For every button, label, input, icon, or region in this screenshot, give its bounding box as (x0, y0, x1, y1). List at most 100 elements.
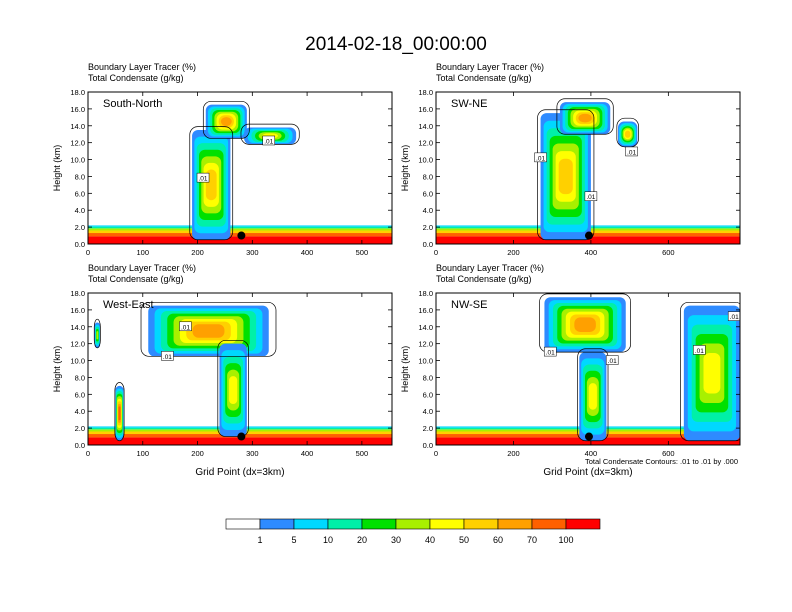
contour-label-box (179, 321, 192, 332)
tracer-region (588, 383, 597, 410)
contour-label: .01 (695, 348, 704, 355)
contour-label: .01 (536, 155, 545, 162)
tracer-region (192, 324, 225, 338)
x-axis-label: Grid Point (dx=3km) (543, 467, 632, 478)
y-tick-label: 12.0 (70, 139, 85, 148)
y-tick-label: 0.0 (75, 240, 85, 249)
panel-label: South-North (103, 98, 162, 110)
contour-label: .01 (627, 149, 636, 156)
tracer-region (703, 352, 721, 394)
y-tick-label: 16.0 (70, 306, 85, 315)
contour-label-box (534, 152, 547, 163)
x-tick-label: 100 (137, 248, 150, 257)
y-tick-label: 2.0 (423, 223, 433, 232)
panel-west-east: Boundary Layer Tracer (%)Total Condensat… (52, 263, 393, 478)
condensate-contour (680, 301, 740, 442)
boundary-layer-band (88, 437, 392, 445)
x-tick-label: 400 (585, 248, 598, 257)
y-tick-label: 4.0 (423, 206, 433, 215)
y-tick-label: 18.0 (70, 289, 85, 298)
tracer-region (220, 117, 232, 127)
x-tick-label: 0 (86, 248, 90, 257)
tracer-region (558, 158, 573, 195)
panel-label: SW-NE (451, 98, 487, 110)
y-tick-label: 2.0 (423, 424, 433, 433)
tracer-region (574, 317, 596, 332)
boundary-layer-band (88, 226, 392, 229)
site-marker (237, 231, 246, 240)
y-axis-label: Height (km) (400, 145, 410, 192)
y-tick-label: 18.0 (70, 88, 85, 97)
contour-label: .01 (608, 358, 617, 365)
y-tick-label: 12.0 (418, 139, 433, 148)
panels: Boundary Layer Tracer (%)Total Condensat… (52, 62, 741, 478)
x-tick-label: 300 (246, 248, 259, 257)
y-tick-label: 8.0 (423, 172, 433, 181)
y-tick-label: 14.0 (70, 122, 85, 131)
site-marker (237, 432, 246, 441)
colorbar-label: 40 (425, 535, 435, 545)
colorbar-label: 70 (527, 535, 537, 545)
colorbar-swatch (259, 518, 295, 530)
x-tick-label: 300 (246, 449, 259, 458)
tracer-region (96, 331, 99, 340)
condensate-contour (140, 301, 277, 357)
colorbar-swatch (531, 518, 567, 530)
panel-title-condensate: Total Condensate (g/kg) (436, 73, 532, 83)
y-tick-label: 4.0 (75, 407, 85, 416)
tracer-region (229, 376, 238, 405)
panel-label: NW-SE (451, 299, 487, 311)
boundary-layer-band (88, 230, 392, 234)
panel-sw-ne: Boundary Layer Tracer (%)Total Condensat… (400, 62, 741, 257)
x-tick-label: 200 (507, 248, 520, 257)
y-tick-label: 14.0 (70, 323, 85, 332)
x-tick-label: 600 (662, 248, 675, 257)
panel-frame (435, 91, 741, 245)
colorbar-label: 10 (323, 535, 333, 545)
colorbar-label: 1 (257, 535, 262, 545)
y-tick-label: 2.0 (75, 424, 85, 433)
panel-frame (435, 292, 741, 446)
colorbar-label: 5 (291, 535, 296, 545)
colorbar-swatch (463, 518, 499, 530)
contour-label-box (543, 346, 557, 357)
colorbar-label: 20 (357, 535, 367, 545)
y-tick-label: 16.0 (418, 105, 433, 114)
contour-label-box (196, 172, 210, 183)
plot-area: .01 .01 (88, 100, 392, 244)
tracer-region (118, 406, 121, 421)
boundary-layer-band (436, 236, 740, 244)
y-tick-label: 2.0 (75, 223, 85, 232)
x-tick-label: 0 (434, 248, 438, 257)
panel-title-condensate: Total Condensate (g/kg) (88, 73, 184, 83)
y-tick-label: 10.0 (418, 357, 433, 366)
contour-label: .01 (546, 350, 555, 357)
colorbar-swatch (497, 518, 533, 530)
y-tick-label: 10.0 (70, 357, 85, 366)
colorbar-swatch (225, 518, 261, 530)
site-marker (584, 432, 593, 441)
y-tick-label: 4.0 (75, 206, 85, 215)
panel-south-north: Boundary Layer Tracer (%)Total Condensat… (52, 62, 393, 257)
x-tick-label: 200 (191, 248, 204, 257)
colorbar-label: 60 (493, 535, 503, 545)
y-tick-label: 12.0 (70, 340, 85, 349)
x-tick-label: 400 (585, 449, 598, 458)
contour-label-box (262, 135, 276, 146)
y-tick-label: 0.0 (423, 441, 433, 450)
contour-label-box (605, 355, 619, 365)
y-tick-label: 14.0 (418, 323, 433, 332)
condensate-contour (217, 339, 249, 437)
panel-frame (87, 292, 393, 446)
panel-title-tracer: Boundary Layer Tracer (%) (436, 62, 544, 72)
panel-nw-se: Boundary Layer Tracer (%)Total Condensat… (400, 263, 741, 478)
boundary-layer-band (88, 236, 392, 244)
contour-label: .01 (586, 194, 595, 201)
panel-label: West-East (103, 299, 154, 311)
y-tick-label: 4.0 (423, 407, 433, 416)
colorbar-swatch (395, 518, 431, 530)
panel-title-tracer: Boundary Layer Tracer (%) (88, 62, 196, 72)
boundary-layer-band (436, 437, 740, 445)
x-tick-label: 200 (507, 449, 520, 458)
contour-label: .01 (730, 314, 739, 321)
